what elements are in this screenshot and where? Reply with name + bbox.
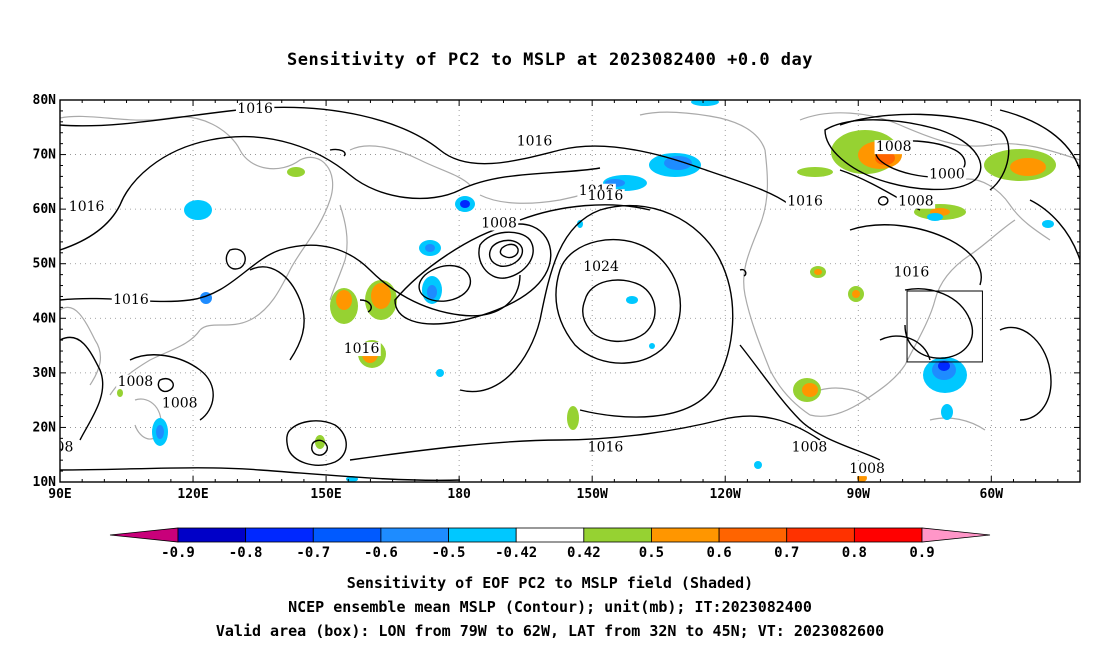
contour-label-bg: [116, 374, 155, 389]
contour-label-bg: [111, 292, 151, 307]
colorbar-box: [718, 527, 788, 543]
map-title: Sensitivity of PC2 to MSLP at 2023082400…: [286, 50, 813, 70]
longitude-labels: 90E 120E 150E 180 150W 120W 90W 60W: [48, 487, 1003, 502]
colorbar-box: [448, 527, 517, 543]
lon-label: 90E: [48, 487, 71, 502]
contour-label-bg: [874, 140, 913, 155]
contour-label: 1016: [113, 292, 149, 308]
lon-label: 60W: [980, 487, 1004, 502]
contour-label-bg: [790, 440, 829, 455]
contour-label-bg: [515, 134, 554, 149]
contour-label-bg: [896, 194, 936, 209]
mslp-contours: [60, 106, 1080, 482]
colorbar-box: [380, 527, 449, 543]
colorbar: -0.9 -0.8 -0.7 -0.6 -0.5 -0.42 0.42 0.5 0.6 0.7 0.…: [109, 527, 991, 561]
lat-label: 40N: [33, 311, 57, 326]
contour-label: 1016: [69, 199, 105, 215]
colorbar-label: -0.42: [495, 545, 537, 561]
contour-label: 1016: [517, 134, 553, 150]
contour-label: 1008: [162, 396, 198, 412]
caption-line-2: NCEP ensemble mean MSLP (Contour); unit(…: [288, 598, 812, 616]
caption-line-3: Valid area (box): LON from 79W to 62W, L…: [215, 622, 885, 640]
contour-label: 1008: [898, 194, 934, 210]
contour-label: 1016: [344, 341, 380, 357]
colorbar-box: [177, 527, 247, 543]
contour-label: 1008: [876, 139, 912, 155]
lat-label: 20N: [33, 420, 57, 435]
colorbar-box: [245, 527, 314, 543]
lon-label: 120E: [177, 487, 208, 502]
contour-label: 1016: [588, 188, 624, 204]
colorbar-label: -0.7: [296, 545, 330, 561]
contour-label-bg: [586, 440, 625, 455]
contour-label-bg: [67, 200, 106, 215]
contour-label: 1016: [588, 439, 624, 455]
colorbar-label: 0.7: [774, 545, 799, 561]
contour-label: 1000: [929, 166, 965, 182]
colorbar-box: [312, 527, 382, 543]
colorbar-box: [853, 527, 923, 543]
contour-label-bg: [892, 265, 931, 280]
contour-label-bg: [60, 440, 75, 455]
lat-label: 80N: [33, 93, 57, 108]
contour-label: 1008: [118, 374, 154, 390]
contour-label-bg: [586, 189, 625, 204]
colorbar-label: 0.42: [567, 545, 601, 561]
colorbar-label: -0.5: [432, 545, 466, 561]
lat-label: 60N: [33, 202, 57, 217]
lon-label: 120W: [710, 487, 741, 502]
colorbar-label: 0.9: [909, 545, 934, 561]
contour-label-bg: [785, 194, 825, 209]
colorbar-box: [786, 527, 855, 543]
lon-label: 150E: [310, 487, 341, 502]
lat-label: 30N: [33, 366, 57, 381]
contour-label: 1024: [583, 259, 619, 275]
contour-label-bg: [479, 216, 519, 231]
latitude-labels: 80N 70N 60N 50N 40N 30N 20N 10N: [33, 93, 57, 490]
colorbar-right-arrow: [921, 527, 991, 543]
contour-label-bg: [342, 342, 381, 357]
contour-label: 1016: [894, 265, 930, 281]
axis-ticks: [59, 99, 1081, 483]
contour-label-bg: [581, 260, 621, 275]
contour-label: 1008: [481, 216, 517, 232]
colorbar-label: 0.6: [706, 545, 731, 561]
colorbar-box: [583, 527, 652, 543]
lat-label: 10N: [33, 475, 57, 490]
colorbar-label: -0.8: [229, 545, 263, 561]
colorbar-label: -0.6: [364, 545, 398, 561]
lon-label: 180: [447, 487, 471, 502]
lat-label: 70N: [33, 148, 57, 163]
sensitivity-shading: [117, 100, 1056, 482]
contour-label-bg: [235, 101, 275, 116]
colorbar-left-arrow: [109, 527, 179, 543]
colorbar-box: [651, 527, 720, 543]
lon-label: 90W: [847, 487, 871, 502]
colorbar-label: 0.5: [639, 545, 664, 561]
contour-label: 1008: [849, 461, 885, 477]
caption-line-1: Sensitivity of EOF PC2 to MSLP field (Sh…: [346, 574, 754, 592]
colorbar-label: -0.9: [161, 545, 195, 561]
contour-label: 1016: [237, 101, 273, 117]
valid-area-box: [906, 290, 983, 363]
colorbar-box: [515, 527, 585, 543]
lat-label: 50N: [33, 257, 57, 272]
contour-labels: 1016101610161016101610161016101610161016…: [38, 101, 967, 477]
contour-label: 1016: [787, 194, 823, 210]
contour-label-bg: [927, 167, 967, 182]
colorbar-label: 0.8: [842, 545, 867, 561]
contour-label: 1008: [38, 439, 74, 455]
contour-label-bg: [160, 396, 199, 411]
contour-label-bg: [847, 462, 887, 477]
lon-label: 150W: [577, 487, 608, 502]
contour-label: 1008: [792, 439, 828, 455]
